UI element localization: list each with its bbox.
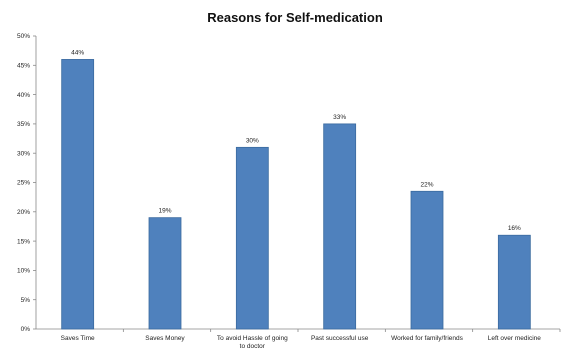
y-tick-label: 30% [17, 150, 30, 157]
data-labels: 44% 19% 30% 33% 22% 16% [71, 49, 521, 232]
y-tick-label: 0% [21, 326, 31, 333]
x-category-label: Left over medicine [488, 335, 541, 342]
axes [35, 36, 560, 330]
y-axis-ticks: 0% 5% 10% 15% 20% 25% 30% 35% 40% 45% 50% [17, 33, 36, 333]
x-category-label: Past successful use [311, 335, 369, 342]
x-category-label: Saves Money [145, 335, 185, 342]
data-label: 30% [246, 137, 259, 144]
bar [235, 146, 269, 330]
y-tick-label: 45% [17, 63, 30, 70]
data-label: 33% [333, 114, 346, 121]
data-label: 16% [508, 225, 521, 232]
bar [61, 59, 95, 330]
y-tick-label: 40% [17, 92, 30, 99]
data-label: 22% [420, 181, 433, 188]
x-category-label: To avoid Hassle of going to doctor [217, 335, 288, 350]
y-tick-label: 25% [17, 180, 30, 187]
x-category-label: Saves Time [61, 335, 95, 342]
data-label: 19% [158, 208, 171, 215]
bar [410, 190, 444, 330]
y-tick-label: 20% [17, 209, 30, 216]
bar [497, 234, 531, 330]
bar [323, 123, 357, 330]
y-tick-label: 5% [21, 297, 31, 304]
bar [148, 217, 182, 330]
bars [61, 59, 531, 330]
y-tick-label: 10% [17, 268, 30, 275]
x-category-label: Worked for family/friends [391, 335, 464, 342]
data-label: 44% [71, 49, 84, 56]
y-tick-label: 50% [17, 33, 30, 40]
x-axis-categories: Saves Time Saves Money To avoid Hassle of … [61, 329, 561, 350]
y-tick-label: 35% [17, 121, 30, 128]
y-tick-label: 15% [17, 238, 30, 245]
chart-title: Reasons for Self-medication [207, 10, 383, 25]
